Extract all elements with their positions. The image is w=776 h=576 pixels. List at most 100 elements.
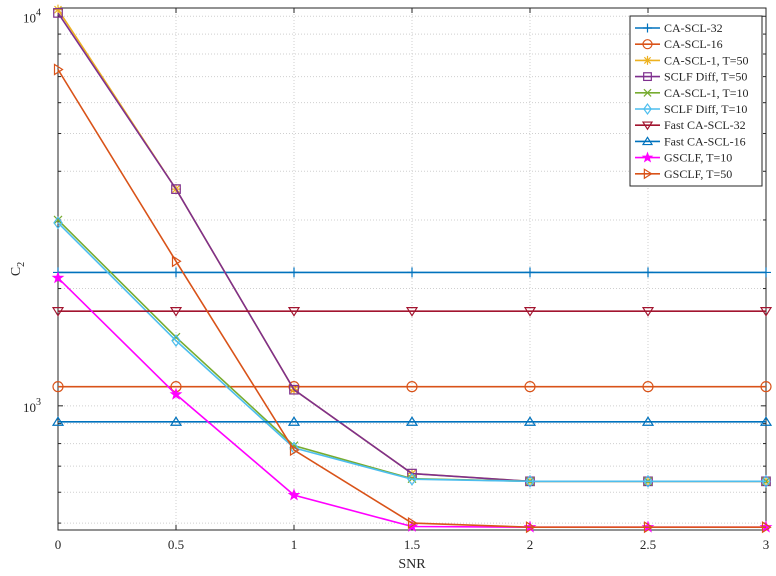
data-point-marker bbox=[171, 255, 182, 268]
legend-label: CA-SCL-32 bbox=[664, 21, 723, 35]
data-point-marker bbox=[169, 416, 183, 426]
data-point-marker bbox=[289, 443, 300, 457]
legend-label: SCLF Diff, T=10 bbox=[664, 102, 747, 116]
data-point-marker bbox=[169, 387, 183, 400]
legend-label: SCLF Diff, T=50 bbox=[664, 70, 747, 84]
legend-marker bbox=[643, 23, 652, 33]
legend: CA-SCL-32 CA-SCL-16 CA-SCL-1, T=50 SCLF Dif… bbox=[629, 15, 763, 187]
series-gsclf-t-50 bbox=[53, 63, 772, 534]
y-tick-label: 10 bbox=[23, 400, 36, 415]
data-point-marker bbox=[171, 267, 181, 278]
data-point-marker bbox=[287, 416, 301, 426]
data-point-marker bbox=[405, 416, 419, 426]
x-tick-label: 0.5 bbox=[168, 537, 184, 552]
data-point-marker bbox=[643, 521, 654, 534]
data-point-marker bbox=[525, 474, 535, 488]
series-group bbox=[51, 4, 773, 534]
legend-label: Fast CA-SCL-32 bbox=[664, 118, 746, 132]
data-point-marker bbox=[525, 521, 536, 534]
data-point-marker bbox=[523, 416, 537, 426]
data-point-marker bbox=[53, 8, 63, 18]
data-point-marker bbox=[405, 307, 419, 317]
series-line bbox=[57, 222, 766, 483]
legend-entry: CA-SCL-1, T=50 bbox=[635, 53, 749, 67]
data-point-marker bbox=[759, 307, 773, 317]
y-tick-label-base: 10 bbox=[23, 10, 36, 25]
legend-label: GSCLF, T=10 bbox=[664, 151, 732, 165]
data-point-marker bbox=[759, 416, 773, 426]
data-point-marker bbox=[51, 271, 65, 284]
data-point-marker bbox=[525, 267, 535, 278]
legend-marker bbox=[641, 121, 654, 131]
legend-marker bbox=[643, 103, 652, 115]
legend-label: CA-SCL-1, T=50 bbox=[664, 53, 749, 67]
data-point-marker bbox=[407, 472, 417, 486]
series-fast-ca-scl-16 bbox=[51, 416, 773, 426]
data-point-marker bbox=[171, 184, 181, 194]
data-point-marker bbox=[287, 307, 301, 317]
legend-marker bbox=[643, 88, 652, 97]
legend-entry: GSCLF, T=50 bbox=[635, 167, 732, 181]
series-ca-scl-16 bbox=[52, 381, 772, 393]
x-tick-label: 1.5 bbox=[404, 537, 420, 552]
data-point-marker bbox=[171, 332, 181, 342]
legend-entry: CA-SCL-16 bbox=[635, 37, 723, 51]
data-point-marker bbox=[53, 4, 63, 15]
data-point-marker bbox=[53, 216, 63, 230]
data-point-marker bbox=[289, 384, 299, 395]
y-axis-label-subscript: 2 bbox=[16, 262, 27, 267]
series-line bbox=[57, 69, 766, 529]
legend-entry: Fast CA-SCL-32 bbox=[635, 118, 746, 132]
data-point-marker bbox=[523, 307, 537, 317]
data-point-marker bbox=[171, 334, 181, 348]
y-tick-label: 10 bbox=[23, 10, 36, 25]
data-point-marker bbox=[761, 521, 772, 534]
data-point-marker bbox=[643, 474, 653, 488]
legend-entry: CA-SCL-32 bbox=[635, 21, 723, 35]
x-axis-label: SNR bbox=[398, 557, 426, 572]
y-tick-label-exponent: 3 bbox=[36, 397, 41, 408]
legend-label: GSCLF, T=50 bbox=[664, 167, 732, 181]
legend-entry: Fast CA-SCL-16 bbox=[635, 134, 746, 148]
legend-entry: GSCLF, T=10 bbox=[635, 151, 732, 165]
y-axis-label-main: C bbox=[9, 267, 24, 276]
data-point-marker bbox=[760, 381, 772, 393]
data-point-marker bbox=[642, 381, 654, 393]
legend-label: CA-SCL-16 bbox=[664, 37, 723, 51]
data-point-marker bbox=[287, 488, 301, 501]
data-point-marker bbox=[53, 63, 64, 76]
y-axis-label: C2 bbox=[9, 262, 27, 276]
data-point-marker bbox=[643, 267, 653, 278]
data-point-marker bbox=[407, 267, 417, 278]
data-point-marker bbox=[761, 474, 771, 488]
x-tick-label: 0 bbox=[55, 537, 62, 552]
series-ca-scl-32 bbox=[53, 267, 771, 278]
data-point-marker bbox=[407, 468, 417, 479]
data-point-marker bbox=[407, 517, 418, 530]
data-point-marker bbox=[51, 307, 65, 317]
legend-entry: SCLF Diff, T=10 bbox=[635, 102, 747, 116]
legend-marker bbox=[641, 151, 654, 163]
y-tick-label-exponent: 4 bbox=[36, 7, 41, 18]
data-point-marker bbox=[169, 307, 183, 317]
legend-entry: CA-SCL-1, T=10 bbox=[635, 86, 749, 100]
legend-marker bbox=[641, 136, 654, 146]
y-tick-label-base: 10 bbox=[23, 400, 36, 415]
data-point-marker bbox=[53, 215, 63, 225]
series-fast-ca-scl-32 bbox=[51, 307, 773, 317]
x-tick-label: 2.5 bbox=[640, 537, 656, 552]
data-point-marker bbox=[641, 307, 655, 317]
data-point-marker bbox=[52, 381, 64, 393]
legend-marker bbox=[643, 55, 652, 65]
legend-marker bbox=[642, 39, 653, 50]
data-point-marker bbox=[51, 416, 65, 426]
x-tick-label: 3 bbox=[763, 537, 770, 552]
legend-marker bbox=[643, 168, 653, 180]
data-point-marker bbox=[524, 381, 536, 393]
data-point-marker bbox=[289, 267, 299, 278]
x-tick-label: 2 bbox=[527, 537, 534, 552]
legend-label: Fast CA-SCL-16 bbox=[664, 134, 746, 148]
legend-marker bbox=[643, 72, 652, 82]
